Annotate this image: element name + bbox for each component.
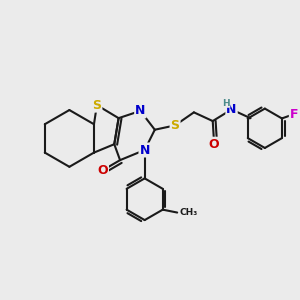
Text: CH₃: CH₃ (179, 208, 197, 217)
Text: H: H (227, 104, 236, 115)
Text: O: O (209, 138, 220, 151)
Text: F: F (290, 108, 298, 121)
Text: N: N (140, 143, 150, 157)
Text: H: H (223, 99, 230, 108)
Text: S: S (92, 99, 101, 112)
Text: O: O (98, 164, 108, 177)
Text: N: N (226, 103, 237, 116)
Text: S: S (171, 119, 180, 132)
Text: N: N (135, 104, 146, 117)
